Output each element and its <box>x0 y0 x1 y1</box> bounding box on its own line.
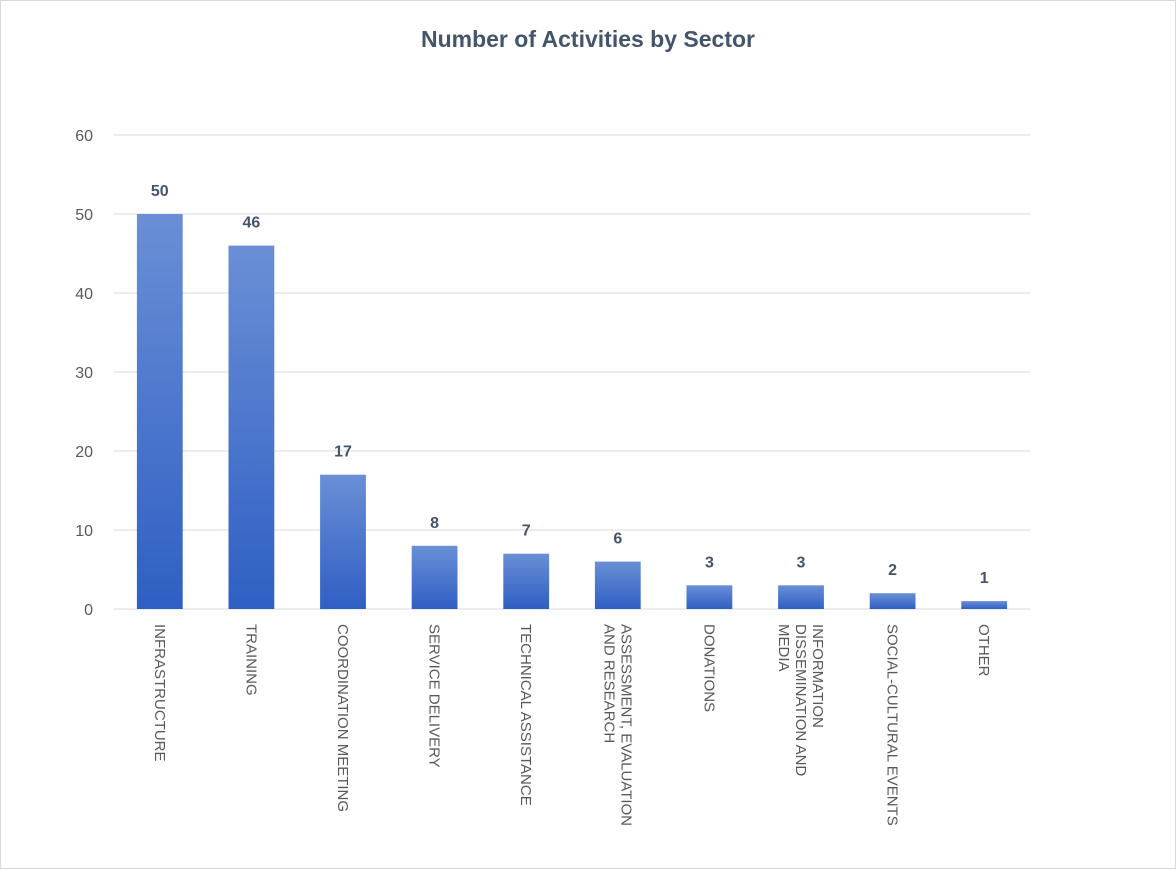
bar <box>503 553 550 609</box>
chart-title: Number of Activities by Sector <box>420 26 755 52</box>
x-tick-label: SOCIAL-CULTURAL EVENTS <box>884 624 901 826</box>
x-tick-label-line: COORDINATION MEETING <box>334 624 351 812</box>
y-tick-label: 40 <box>75 286 93 303</box>
x-tick-label-line: DONATIONS <box>700 624 717 712</box>
x-tick-label-line: TRAINING <box>242 624 259 696</box>
data-label: 1 <box>980 570 989 587</box>
bar <box>594 561 641 609</box>
data-label: 7 <box>522 523 531 540</box>
bar <box>228 245 275 609</box>
x-tick-label-line: INFORMATION <box>809 624 826 728</box>
y-tick-label: 0 <box>84 602 93 619</box>
x-tick-label-line: INFRASTRUCTURE <box>151 624 168 762</box>
data-label: 6 <box>613 531 622 548</box>
x-tick-label-line: MEDIA <box>775 624 792 672</box>
x-tick-label: OTHER <box>975 624 992 677</box>
x-tick-label-line: AND RESEARCH <box>600 624 617 743</box>
x-tick-label-line: SERVICE DELIVERY <box>426 624 443 768</box>
x-tick-label: INFRASTRUCTURE <box>151 624 168 762</box>
data-label: 3 <box>705 554 714 571</box>
x-tick-label: TECHNICAL ASSISTANCE <box>517 624 534 806</box>
x-tick-label-line: SOCIAL-CULTURAL EVENTS <box>884 624 901 826</box>
data-label: 2 <box>888 562 897 579</box>
y-tick-label: 20 <box>75 444 93 461</box>
x-tick-label-line: DISSEMINATION AND <box>792 624 809 776</box>
bar <box>778 585 824 609</box>
x-tick-label: COORDINATION MEETING <box>334 624 351 812</box>
x-tick-label-line: OTHER <box>975 624 992 677</box>
y-tick-label: 10 <box>75 523 93 540</box>
bar <box>686 585 733 609</box>
x-tick-label: DONATIONS <box>700 624 717 712</box>
x-tick-label-line: ASSESSMENT, EVALUATION <box>617 624 634 826</box>
data-label: 3 <box>797 554 806 571</box>
bar <box>869 593 916 609</box>
bar <box>961 601 1008 609</box>
x-tick-label: SERVICE DELIVERY <box>426 624 443 768</box>
x-tick-label-line: TECHNICAL ASSISTANCE <box>517 624 534 806</box>
y-tick-label: 50 <box>75 207 93 224</box>
data-label: 17 <box>334 444 352 461</box>
data-label: 8 <box>430 515 439 532</box>
bar <box>136 214 183 609</box>
y-tick-label: 60 <box>75 128 93 145</box>
data-label: 50 <box>151 183 169 200</box>
y-tick-label: 30 <box>75 365 93 382</box>
x-tick-label: TRAINING <box>242 624 259 696</box>
bar <box>320 474 366 609</box>
data-label: 46 <box>243 215 261 232</box>
bar <box>411 545 458 609</box>
